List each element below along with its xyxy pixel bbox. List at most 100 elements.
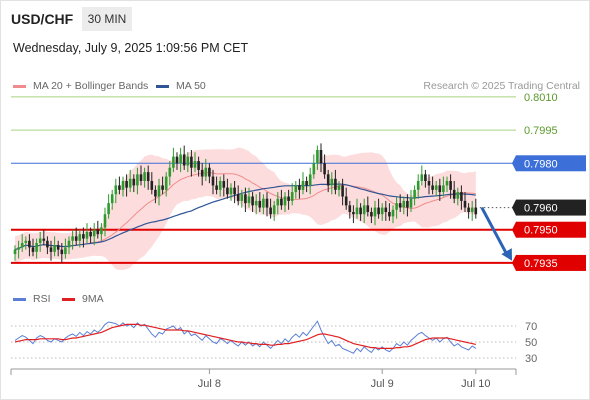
candle — [204, 158, 208, 181]
candle — [60, 243, 64, 263]
candle-body — [56, 245, 60, 250]
candle — [370, 207, 373, 224]
candle — [398, 194, 402, 212]
candle-body — [352, 212, 355, 215]
candle — [276, 192, 280, 215]
candle — [269, 198, 272, 219]
candle — [452, 181, 456, 204]
candle-body — [362, 205, 366, 215]
candle-body — [161, 185, 164, 190]
candle-body — [71, 236, 74, 241]
candle — [406, 194, 409, 217]
candle-body — [125, 181, 128, 188]
candle-body — [294, 185, 298, 193]
forecast-arrow — [480, 206, 512, 261]
candle — [85, 223, 89, 243]
candle — [373, 200, 377, 226]
candle-body — [413, 189, 416, 199]
candle — [100, 223, 103, 241]
candle-body — [175, 156, 179, 164]
candle-body — [200, 169, 204, 177]
candle — [197, 156, 200, 177]
candle — [226, 178, 229, 199]
candle — [179, 147, 182, 173]
candle-body — [92, 229, 96, 237]
rsi-level-label-1: 50 — [525, 337, 537, 349]
candle — [312, 154, 316, 179]
level-badge-pointer-5 — [512, 254, 516, 271]
x-tick-label-1: Jul 9 — [371, 378, 394, 390]
ma9-legend-label: 9MA — [82, 293, 104, 305]
candle — [280, 189, 283, 210]
candle-body — [377, 207, 380, 215]
candle — [78, 229, 82, 248]
ma50-legend-label: MA 50 — [176, 80, 206, 92]
candle — [121, 176, 125, 197]
legend-item-ma50: MA 50 — [156, 80, 206, 92]
candle — [247, 187, 251, 208]
candle — [463, 192, 467, 212]
candle-body — [384, 207, 388, 212]
datetime-label: Wednesday, July 9, 2025 1:09:56 PM CET — [13, 41, 249, 55]
candle-body — [395, 203, 398, 210]
bollinger-legend-label: MA 20 + Bollinger Bands — [33, 80, 149, 92]
candle — [193, 152, 197, 173]
candle-body — [31, 247, 35, 252]
candle — [132, 174, 136, 193]
candle — [449, 174, 452, 199]
candle — [391, 205, 395, 224]
candle — [424, 169, 427, 188]
candle-body — [146, 172, 150, 181]
level-label-0: 0.8010 — [524, 92, 558, 104]
candle — [316, 145, 319, 170]
candle-body — [60, 249, 64, 255]
candle-body — [373, 207, 377, 217]
candle — [118, 176, 121, 195]
timeframe-button[interactable]: 30 MIN — [82, 7, 132, 31]
candle — [380, 203, 384, 221]
candle — [470, 200, 474, 221]
candle-body — [452, 189, 456, 199]
candle-body — [348, 205, 352, 212]
candle-body — [233, 187, 236, 195]
candle — [348, 200, 352, 219]
candle-body — [110, 194, 114, 204]
candle — [20, 234, 24, 252]
candle — [456, 187, 460, 206]
candle — [56, 240, 60, 257]
candle-body — [42, 238, 46, 241]
candle-body — [190, 156, 193, 168]
candle-body — [438, 185, 442, 193]
candle — [150, 172, 154, 195]
candle — [49, 240, 53, 261]
candle-body — [179, 154, 182, 164]
candle-body — [449, 181, 452, 190]
candle-body — [49, 247, 53, 252]
candle — [344, 187, 348, 210]
candle — [236, 185, 240, 206]
candle-body — [337, 185, 341, 190]
candle-body — [305, 181, 308, 186]
candle — [287, 189, 290, 210]
candle-body — [35, 243, 38, 252]
candle — [182, 145, 186, 170]
level-label-2: 0.7980 — [524, 158, 558, 170]
candle-body — [431, 185, 434, 190]
candle — [409, 189, 413, 212]
candle — [35, 238, 38, 259]
candle-body — [402, 200, 406, 208]
candle-body — [172, 156, 175, 168]
rsi-legend-label: RSI — [33, 293, 51, 305]
candle — [323, 154, 326, 179]
candle-body — [154, 189, 157, 197]
candle-body — [262, 198, 265, 208]
level-badge-pointer-4 — [512, 221, 516, 238]
pair-title: USD/CHF — [11, 11, 74, 27]
candle-body — [434, 185, 438, 190]
candle-body — [100, 227, 103, 235]
candle — [233, 181, 236, 204]
candle — [103, 207, 107, 237]
candle-body — [193, 161, 197, 168]
candle-body — [222, 181, 226, 188]
candle — [125, 174, 128, 197]
